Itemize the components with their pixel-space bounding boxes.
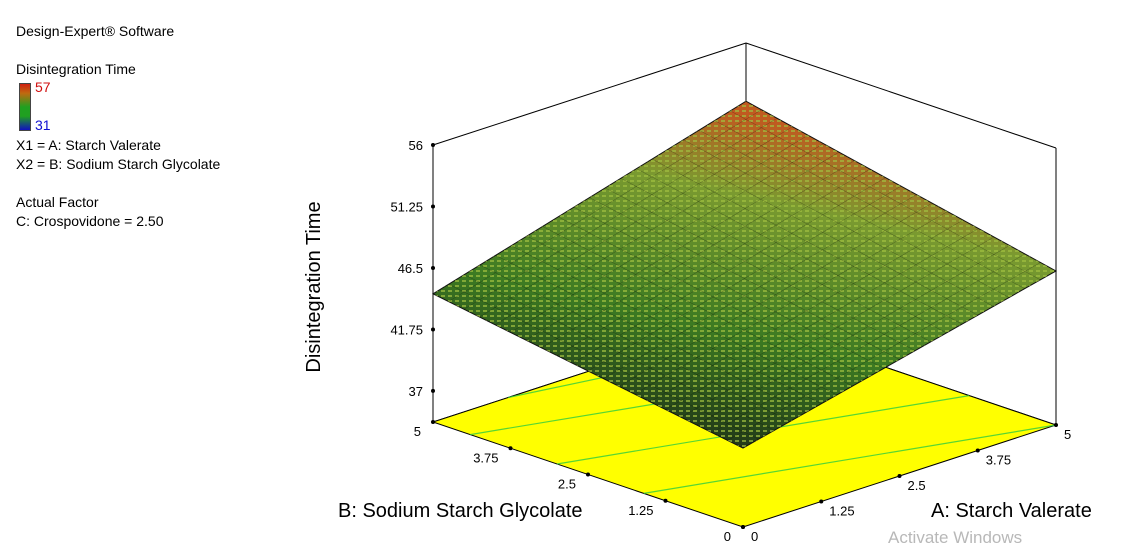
b-tick-label: 1.25: [628, 503, 653, 518]
z-tick-label: 56: [409, 138, 423, 153]
color-scale-bar: [19, 83, 31, 131]
actual-factor-heading: Actual Factor: [16, 194, 99, 210]
surface-grid-line: [711, 253, 1026, 433]
surface-grid-line: [511, 245, 822, 404]
response-name: Disintegration Time: [16, 61, 136, 77]
z-axis-ticks: 37 41.75 46.5 51.25 56: [390, 138, 435, 399]
b-axis-title: B: Sodium Starch Glycolate: [338, 500, 583, 522]
surface-grid-line: [680, 236, 995, 418]
surface-grid-line: [651, 158, 963, 325]
contour-line: [643, 424, 1057, 494]
b-tick-mark: [508, 446, 513, 451]
legend-panel: Design-Expert® Software Disintegration T…: [16, 22, 220, 231]
z-tick-mark: [431, 204, 435, 209]
surface-grid-line: [730, 110, 1041, 281]
color-scale-min: 31: [35, 117, 51, 133]
a-tick-mark: [975, 448, 980, 453]
surface-grid-line: [541, 160, 855, 349]
surface-mesh: [433, 101, 1056, 449]
b-tick-label: 5: [414, 424, 421, 439]
surface-grid-line: [649, 219, 964, 403]
response-surface: [431, 100, 1058, 449]
b-axis-ticks: 0 1.25 2.5 3.75 5: [414, 420, 745, 543]
surface-grid-line: [558, 216, 869, 378]
surface-grid-line: [510, 143, 824, 333]
activation-watermark: Activate Windows: [888, 528, 1023, 547]
a-tick-mark: [897, 474, 902, 478]
a-tick-mark: [741, 525, 745, 529]
surface-grid-line: [463, 118, 778, 310]
b-tick-label: 2.5: [558, 477, 576, 492]
surface-grid-line: [587, 185, 902, 372]
surface-grid-line: [603, 194, 917, 379]
surface-grid-line: [634, 211, 948, 395]
box-edge-top-left: [432, 42, 747, 146]
z-axis-title: Disintegration Time: [303, 201, 325, 372]
factor-x1: X1 = A: Starch Valerate: [16, 137, 161, 153]
b-tick-label: 3.75: [473, 450, 498, 465]
factor-x2: X2 = B: Sodium Starch Glycolate: [16, 156, 221, 172]
surface-grid-line: [618, 202, 933, 387]
a-axis-ticks: 0 1.25 2.5 3.75 5: [741, 423, 1071, 543]
b-tick-mark: [586, 472, 590, 477]
surface-grid-line: [698, 129, 1010, 298]
a-tick-mark: [819, 499, 824, 504]
surface-grid-line: [526, 235, 838, 396]
surface-grid-line: [573, 206, 884, 369]
a-tick-mark: [1054, 423, 1058, 427]
surface-grid-line: [495, 255, 806, 413]
a-tick-label: 1.25: [829, 504, 854, 519]
z-tick-label: 51.25: [390, 199, 423, 214]
z-tick-mark: [431, 143, 435, 147]
surface-grid-line: [605, 187, 916, 351]
surface-grid-line: [665, 228, 979, 410]
color-scale-max: 57: [35, 79, 51, 95]
z-tick-label: 46.5: [398, 261, 423, 276]
surface-grid-line: [448, 284, 759, 440]
b-tick-mark: [431, 420, 435, 424]
z-tick-mark: [431, 327, 435, 332]
software-name: Design-Expert® Software: [16, 23, 175, 39]
surface-grid-line: [683, 139, 994, 307]
b-tick-label: 0: [724, 529, 731, 543]
surface-grid-line: [494, 134, 809, 325]
surface-grid-line: [667, 149, 978, 316]
actual-factor-value: C: Crospovidone = 2.50: [16, 213, 164, 229]
surface-grid-line: [589, 197, 900, 360]
b-tick-mark: [663, 498, 668, 503]
surface-grid-line: [479, 126, 793, 318]
surface-grid-line: [448, 109, 762, 302]
surface-grid-line: [714, 120, 1025, 289]
box-edge-top-right: [745, 42, 1057, 149]
surface-grid-line: [696, 245, 1010, 426]
surface-grid-line: [572, 177, 886, 364]
z-tick-mark: [431, 265, 435, 270]
a-axis-title: A: Starch Valerate: [931, 500, 1092, 522]
surface-grid-line: [542, 226, 853, 387]
a-tick-label: 2.5: [908, 478, 926, 493]
surface-grid-line: [464, 274, 775, 431]
z-tick-mark: [431, 388, 435, 393]
surface-grid-line: [479, 264, 791, 422]
surface-grid-line: [620, 178, 931, 343]
surface-grid-line: [636, 168, 947, 334]
a-tick-label: 0: [751, 529, 758, 543]
a-tick-label: 5: [1064, 427, 1071, 442]
z-tick-label: 41.75: [390, 322, 423, 337]
surface-grid-line: [727, 262, 1041, 441]
surface-grid-line: [525, 151, 840, 341]
z-tick-label: 37: [409, 384, 423, 399]
a-tick-label: 3.75: [986, 453, 1011, 468]
surface-grid-line: [556, 168, 871, 356]
